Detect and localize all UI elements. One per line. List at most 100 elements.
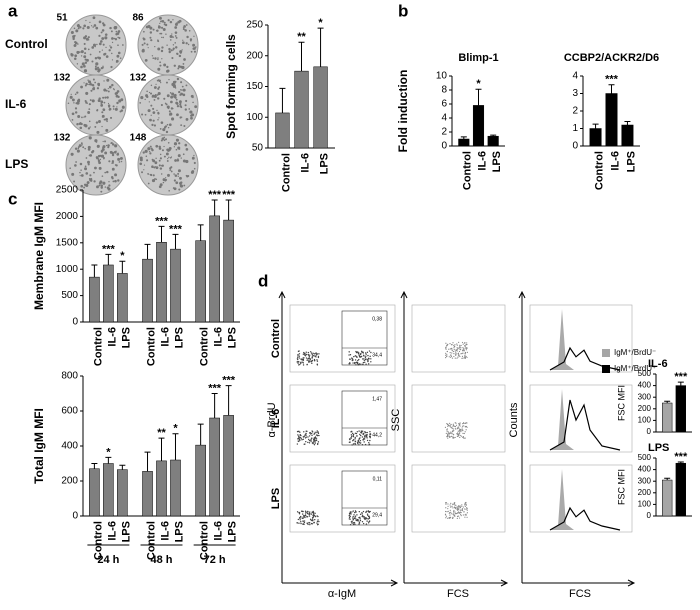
spot — [164, 177, 167, 179]
spot — [89, 21, 91, 24]
spot — [151, 179, 156, 183]
x-tick-label: LPS — [120, 327, 132, 348]
spot — [139, 162, 143, 166]
spot — [166, 94, 170, 98]
spot — [87, 83, 89, 86]
y-tick-label: 2000 — [56, 211, 79, 222]
hist-gray — [550, 469, 574, 530]
group-label: 72 h — [204, 554, 226, 566]
event — [363, 359, 366, 362]
event — [365, 363, 367, 365]
spot — [70, 53, 73, 56]
event — [310, 438, 312, 441]
event — [463, 511, 465, 513]
spot — [94, 125, 97, 128]
event — [313, 433, 315, 435]
spot — [170, 170, 173, 173]
spot — [84, 61, 88, 64]
spot — [98, 20, 102, 24]
bar — [223, 415, 234, 517]
spot — [83, 183, 87, 186]
spot — [96, 130, 100, 134]
event — [446, 430, 448, 432]
event — [464, 514, 466, 516]
spot — [101, 111, 104, 114]
spot — [147, 182, 150, 185]
spot — [101, 114, 105, 118]
event — [455, 424, 458, 426]
spot — [112, 180, 115, 183]
spot — [116, 54, 120, 58]
event — [446, 423, 448, 425]
spot — [185, 84, 188, 87]
event — [301, 510, 304, 513]
event — [362, 363, 364, 366]
event — [461, 504, 463, 506]
event — [305, 353, 308, 356]
event — [453, 355, 455, 358]
y-tick-label: 6 — [441, 99, 447, 110]
y-axis-label: Spot forming cells — [224, 34, 238, 139]
spot — [159, 61, 162, 64]
event — [311, 523, 314, 525]
spot — [160, 173, 163, 175]
plate-images: Control 51 86 IL-6 132 132 LPS 132 148 — [5, 13, 199, 196]
spot — [179, 93, 182, 96]
spot — [92, 43, 96, 47]
bar — [472, 105, 485, 147]
event — [461, 508, 464, 510]
bar — [117, 469, 128, 517]
spot — [159, 153, 162, 156]
event — [297, 437, 299, 440]
event — [464, 354, 466, 356]
y-tick-label: 200 — [246, 50, 263, 61]
event — [453, 502, 455, 504]
spot — [146, 43, 149, 46]
event — [462, 352, 464, 354]
event — [309, 523, 311, 526]
event — [313, 513, 315, 515]
spot — [161, 149, 164, 152]
spot — [155, 144, 159, 148]
error-bar — [475, 88, 482, 106]
spot — [111, 52, 113, 55]
x-tick-label: LPS — [227, 521, 239, 542]
spot — [180, 81, 183, 84]
event — [460, 515, 462, 517]
event — [456, 344, 458, 346]
spot — [146, 95, 149, 99]
x-tick-label: LPS — [173, 521, 185, 542]
event — [297, 358, 299, 361]
event — [369, 435, 371, 438]
spot — [111, 59, 114, 61]
event — [316, 359, 318, 361]
spot — [76, 149, 80, 153]
spot — [95, 121, 99, 124]
spot — [76, 63, 79, 65]
spot — [187, 43, 190, 46]
bar — [103, 264, 114, 323]
spot — [179, 182, 182, 185]
spot — [88, 136, 92, 140]
event — [361, 515, 363, 518]
spot — [107, 90, 110, 93]
event — [362, 432, 364, 435]
spot — [155, 178, 158, 181]
event — [450, 355, 453, 358]
y-tick-label: 100 — [638, 416, 652, 425]
spot — [183, 184, 186, 187]
event — [298, 361, 300, 363]
event — [453, 353, 455, 355]
spot — [177, 154, 181, 158]
spot — [74, 147, 78, 150]
event — [461, 505, 463, 507]
spot — [116, 90, 120, 93]
event — [358, 355, 361, 358]
event — [313, 353, 316, 355]
spot — [98, 181, 102, 185]
spot — [104, 33, 108, 36]
event — [446, 350, 448, 353]
event — [359, 442, 361, 444]
event — [304, 443, 306, 445]
bar — [156, 460, 167, 517]
